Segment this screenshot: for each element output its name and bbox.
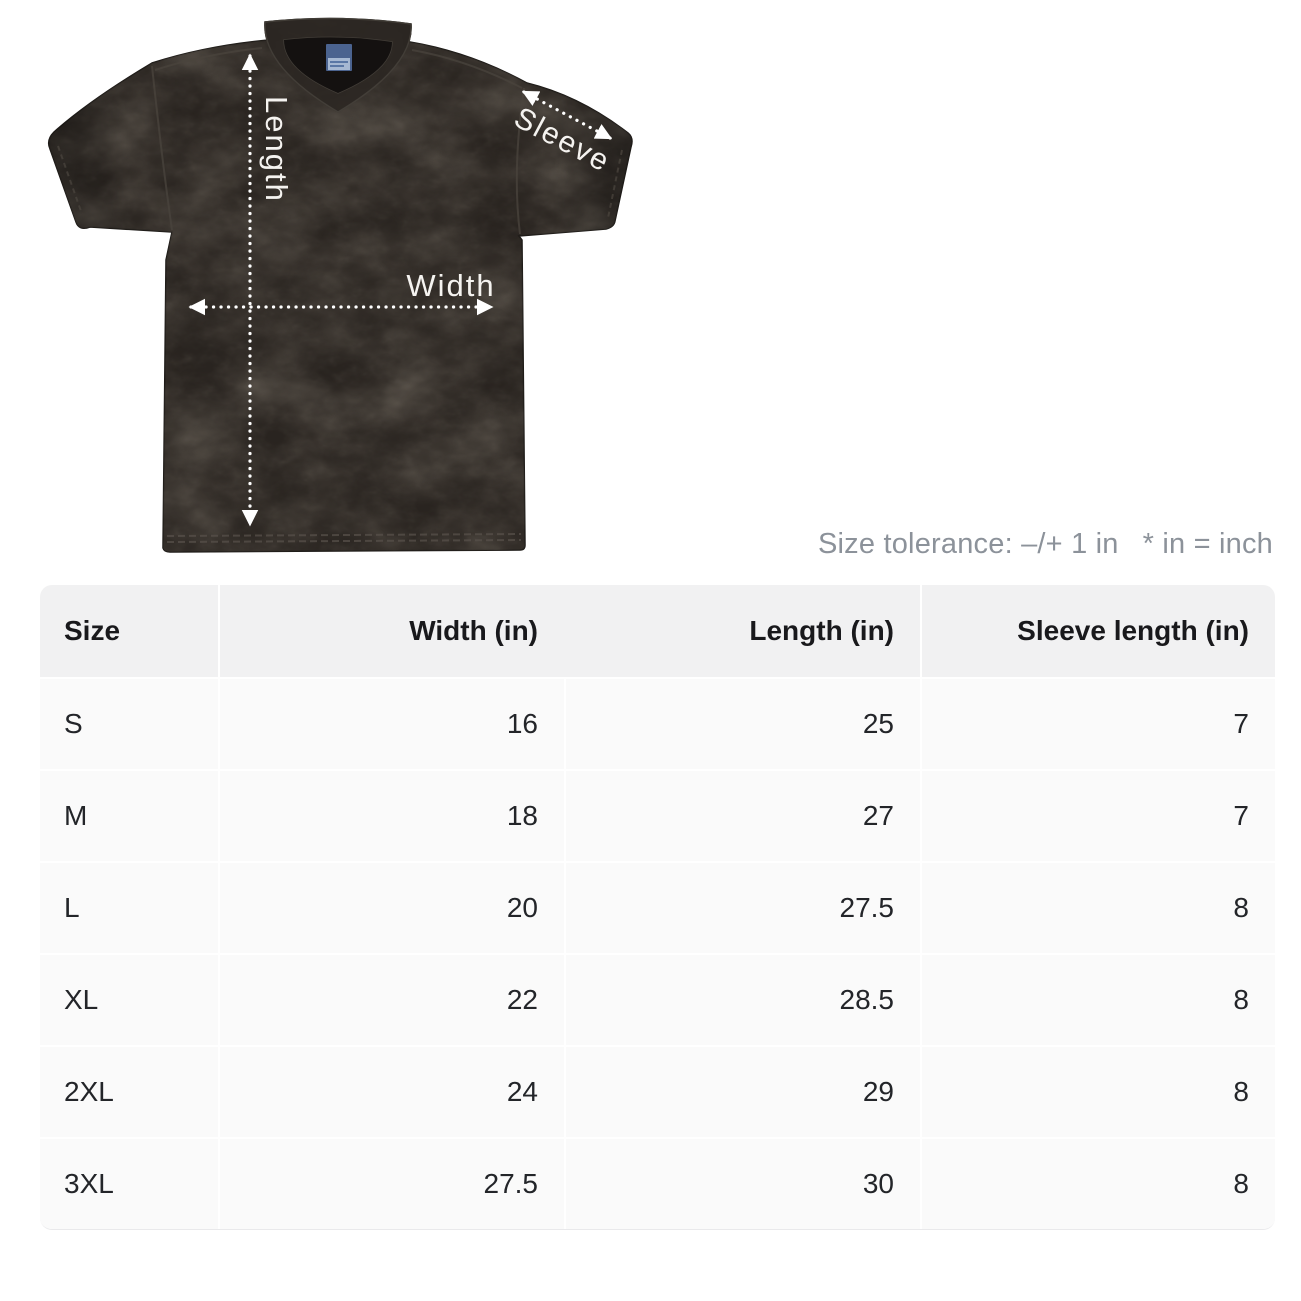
length-cell: 27 (566, 771, 920, 861)
size-tolerance-note: Size tolerance: –/+ 1 in * in = inch (818, 528, 1273, 561)
tshirt-photo: Length Width Sleeve (47, 17, 633, 553)
header-cell-sleeve-length: Sleeve length (in) (922, 585, 1275, 677)
table-row: 2XL 24 29 8 (40, 1047, 1275, 1137)
neck-label-tag (326, 44, 352, 71)
table-row: L 20 27.5 8 (40, 863, 1275, 953)
length-cell: 28.5 (566, 955, 920, 1045)
tshirt-illustration: Length Width Sleeve (47, 17, 633, 553)
size-chart-table: Size Width (in) Length (in) Sleeve lengt… (40, 585, 1275, 1230)
width-cell: 24 (220, 1047, 564, 1137)
width-cell: 18 (220, 771, 564, 861)
width-cell: 22 (220, 955, 564, 1045)
header-cell-size: Size (40, 585, 218, 677)
sleeve-arrow (521, 90, 613, 140)
length-cell: 25 (566, 679, 920, 769)
sleeve-cell: 8 (922, 955, 1275, 1045)
sleeve-cell: 7 (922, 679, 1275, 769)
collar (264, 17, 412, 113)
measurement-arrows (188, 53, 613, 527)
header-cell-length: Length (in) (749, 615, 894, 646)
size-tolerance-text: Size tolerance: –/+ 1 in (818, 528, 1119, 560)
seams (57, 47, 623, 543)
tshirt-measurement-figure: Length Width Sleeve (0, 0, 660, 580)
inch-note-text: * in = inch (1142, 528, 1273, 560)
length-cell: 30 (566, 1139, 920, 1229)
width-label: Width (406, 268, 495, 303)
table-header-row: Size Width (in) Length (in) Sleeve lengt… (40, 585, 1275, 677)
sleeve-cell: 8 (922, 1139, 1275, 1229)
table-row: 3XL 27.5 30 8 (40, 1139, 1275, 1229)
size-cell: 2XL (40, 1047, 218, 1137)
length-cell: 27.5 (566, 863, 920, 953)
header-cell-middle-group: Width (in) Length (in) (220, 585, 920, 677)
sleeve-cell: 8 (922, 1047, 1275, 1137)
table-row: XL 22 28.5 8 (40, 955, 1275, 1045)
size-cell: 3XL (40, 1139, 218, 1229)
size-cell: XL (40, 955, 218, 1045)
size-cell: M (40, 771, 218, 861)
table-row: M 18 27 7 (40, 771, 1275, 861)
sleeve-cell: 7 (922, 771, 1275, 861)
table-row: S 16 25 7 (40, 679, 1275, 769)
size-cell: L (40, 863, 218, 953)
length-cell: 29 (566, 1047, 920, 1137)
sleeve-cell: 8 (922, 863, 1275, 953)
width-cell: 27.5 (220, 1139, 564, 1229)
header-cell-width: Width (in) (409, 615, 538, 646)
length-label: Length (259, 96, 294, 203)
width-cell: 16 (220, 679, 564, 769)
size-cell: S (40, 679, 218, 769)
width-cell: 20 (220, 863, 564, 953)
